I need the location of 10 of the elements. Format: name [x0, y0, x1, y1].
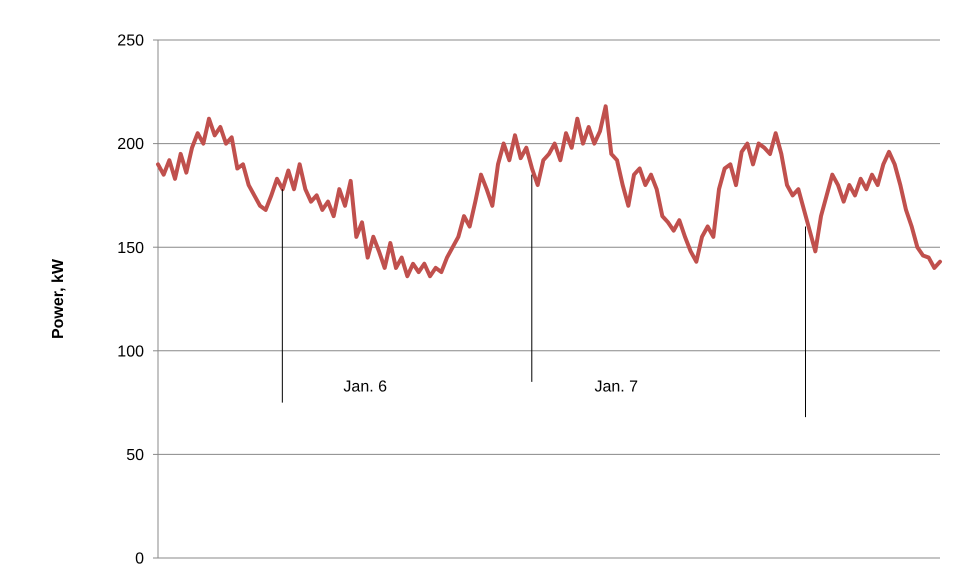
- annotation: Jan. 6: [343, 378, 388, 396]
- y-tick-label: 100: [117, 343, 144, 360]
- y-tick-label: 50: [126, 447, 144, 464]
- y-tick-label: 0: [135, 550, 144, 568]
- line-series: [156, 104, 942, 278]
- y-tick-label: 200: [117, 136, 144, 154]
- annotation: Jan. 7: [594, 378, 638, 396]
- y-tick-label: 150: [117, 240, 144, 257]
- y-tick-label: 250: [117, 32, 144, 50]
- y-axis-title: Power, kW: [50, 258, 67, 340]
